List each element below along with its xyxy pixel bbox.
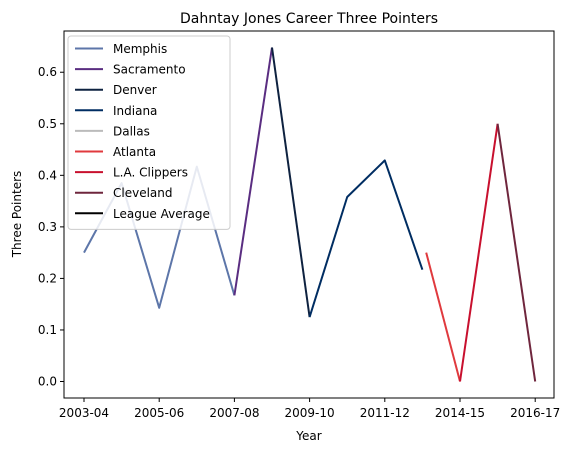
legend-label-sacramento: Sacramento [113,63,186,77]
y-tick-label: 0.6 [38,65,57,79]
y-tick-label: 0.3 [38,220,57,234]
legend-label-denver: Denver [113,83,157,97]
legend: Memphis Sacramento Denver Indiana Dallas Atla… [67,35,231,230]
x-axis: 2003-04 2005-06 2007-08 2009-10 2011-12 2014-… [59,398,560,420]
legend-label-l-a-clippers: L.A. Clippers [113,166,188,180]
y-axis-label: Three Pointers [10,171,24,259]
x-tick-label: 2009-10 [285,406,335,420]
x-tick-label: 2016-17 [510,406,560,420]
series-line-l-a-clippers [459,123,499,382]
legend-box [67,35,231,230]
x-tick-label: 2003-04 [59,406,109,420]
x-tick-label: 2005-06 [134,406,184,420]
y-tick-label: 0.1 [38,323,57,337]
y-tick-label: 0.2 [38,271,57,285]
x-axis-label: Year [295,429,321,443]
y-tick-label: 0.4 [38,168,57,182]
y-axis: 0.0 0.1 0.2 0.3 0.4 0.5 0.6 [38,65,64,389]
x-tick-label: 2014-15 [435,406,485,420]
legend-label-dallas: Dallas [113,124,150,138]
legend-label-cleveland: Cleveland [113,186,173,200]
series-line-sacramento [233,47,273,296]
legend-label-indiana: Indiana [113,104,157,118]
legend-label-memphis: Memphis [113,42,167,56]
chart-title: Dahntay Jones Career Three Pointers [180,11,438,27]
y-tick-label: 0.0 [38,375,57,389]
y-tick-label: 0.5 [38,117,57,131]
legend-label-atlanta: Atlanta [113,145,156,159]
series-line-cleveland [496,123,537,382]
legend-label-league-average: League Average [113,207,210,221]
series-line-indiana [308,159,424,318]
plot-frame [63,30,555,399]
x-tick-label: 2007-08 [209,406,259,420]
series-line-atlanta [425,252,461,382]
x-tick-label: 2011-12 [360,406,410,420]
series-line-denver [271,47,311,318]
